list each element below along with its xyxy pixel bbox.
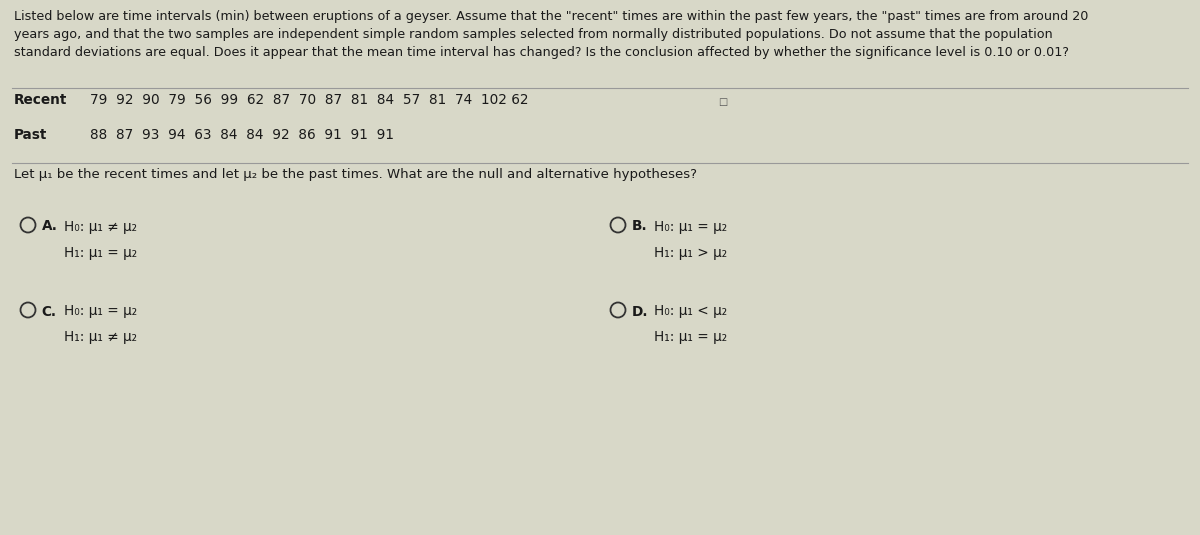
Text: Let μ₁ be the recent times and let μ₂ be the past times. What are the null and a: Let μ₁ be the recent times and let μ₂ be…: [14, 168, 697, 181]
Text: H₀: μ₁ ≠ μ₂: H₀: μ₁ ≠ μ₂: [64, 219, 137, 233]
Text: 88  87  93  94  63  84  84  92  86  91  91  91: 88 87 93 94 63 84 84 92 86 91 91 91: [90, 128, 394, 142]
Text: H₁: μ₁ = μ₂: H₁: μ₁ = μ₂: [64, 246, 137, 259]
Text: H₁: μ₁ = μ₂: H₁: μ₁ = μ₂: [654, 331, 727, 345]
Text: H₀: μ₁ = μ₂: H₀: μ₁ = μ₂: [64, 304, 137, 318]
Text: D.: D.: [631, 304, 648, 318]
Text: Recent: Recent: [14, 93, 67, 107]
Text: 79  92  90  79  56  99  62  87  70  87  81  84  57  81  74  102 62: 79 92 90 79 56 99 62 87 70 87 81 84 57 8…: [90, 93, 528, 107]
Text: C.: C.: [42, 304, 56, 318]
Text: □: □: [718, 97, 727, 107]
Text: B.: B.: [631, 219, 647, 233]
Text: H₁: μ₁ > μ₂: H₁: μ₁ > μ₂: [654, 246, 727, 259]
Text: Past: Past: [14, 128, 47, 142]
Text: H₀: μ₁ = μ₂: H₀: μ₁ = μ₂: [654, 219, 727, 233]
Text: Listed below are time intervals (min) between eruptions of a geyser. Assume that: Listed below are time intervals (min) be…: [14, 10, 1088, 59]
Text: H₁: μ₁ ≠ μ₂: H₁: μ₁ ≠ μ₂: [64, 331, 137, 345]
Text: A.: A.: [42, 219, 58, 233]
Text: H₀: μ₁ < μ₂: H₀: μ₁ < μ₂: [654, 304, 727, 318]
